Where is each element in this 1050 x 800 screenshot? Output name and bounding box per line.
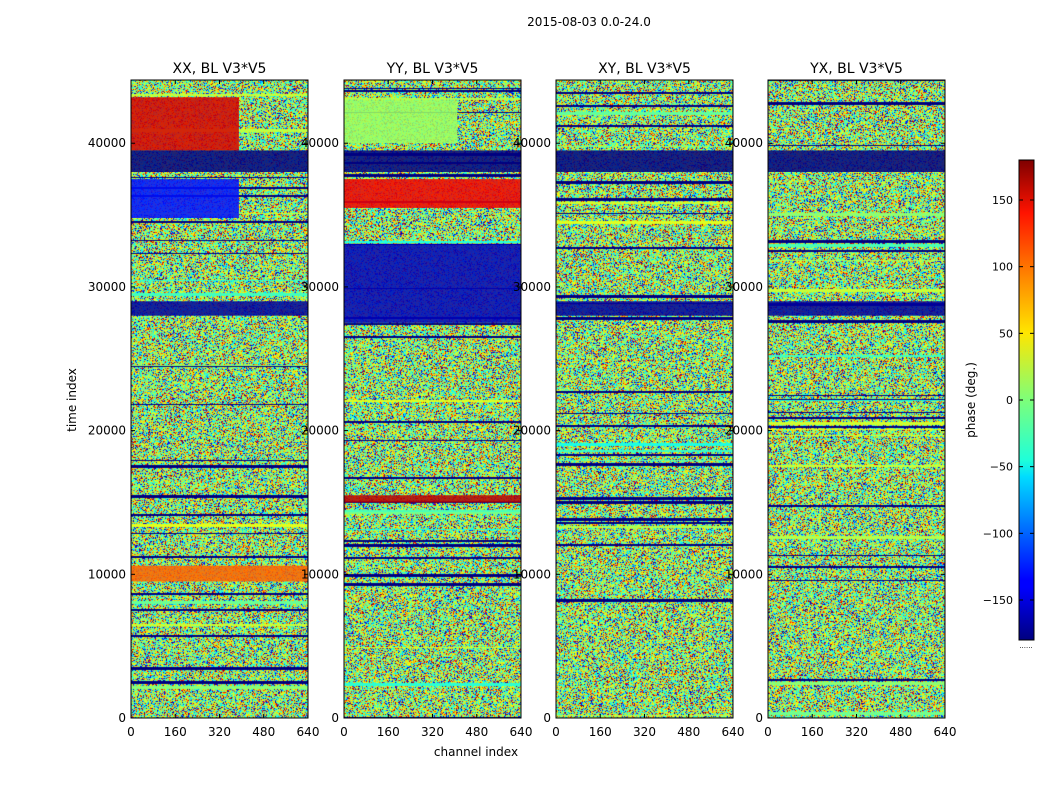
colorbar-label: phase (deg.) xyxy=(964,362,978,438)
colorbar-tick-label: 150 xyxy=(992,194,1013,207)
colorbar-footer: ...... xyxy=(1019,642,1032,650)
panel-1: XX, BL V3*V5 0 160 320 480 640 0 10000 20000 3000… xyxy=(88,61,320,739)
panel-title: XX, BL V3*V5 xyxy=(173,61,267,77)
y-tick-label: 40000 xyxy=(725,136,763,150)
x-tick-label: 640 xyxy=(510,725,533,739)
panel-4: YX, BL V3*V5 0 160 320 480 640 0 10000 20000 3000… xyxy=(725,61,957,739)
y-tick-label: 0 xyxy=(331,711,339,725)
colorbar-tick-label: 50 xyxy=(999,327,1013,340)
x-tick-label: 480 xyxy=(465,725,488,739)
phase-band xyxy=(556,301,733,316)
x-tick-label: 0 xyxy=(340,725,348,739)
x-tick-label: 0 xyxy=(552,725,560,739)
x-tick-label: 480 xyxy=(252,725,275,739)
phase-band xyxy=(131,97,239,151)
panel-3-phase-image xyxy=(556,80,733,718)
panel-title: YX, BL V3*V5 xyxy=(809,61,903,77)
colorbar-tick-label: −50 xyxy=(990,461,1013,474)
x-tick-label: 640 xyxy=(722,725,745,739)
phase-band xyxy=(131,179,239,218)
colorbar-tick-label: 100 xyxy=(992,261,1013,274)
colorbar: 150 100 50 0 −50 −100 −150 phase (deg.) ...... xyxy=(964,159,1035,650)
x-tick-label: 160 xyxy=(377,725,400,739)
x-tick-label: 0 xyxy=(127,725,135,739)
phase-band xyxy=(768,301,945,316)
y-tick-label: 30000 xyxy=(513,280,551,294)
phase-band xyxy=(768,150,945,172)
colorbar-tick-label: 0 xyxy=(1006,394,1013,407)
y-tick-label: 30000 xyxy=(725,280,763,294)
phase-band xyxy=(556,150,733,172)
x-tick-label: 160 xyxy=(801,725,824,739)
y-tick-label: 30000 xyxy=(88,280,126,294)
y-tick-label: 10000 xyxy=(725,567,763,581)
panel-2-phase-image xyxy=(344,80,521,718)
y-tick-label: 10000 xyxy=(88,567,126,581)
colorbar-ticks: 150 100 50 0 −50 −100 −150 xyxy=(983,194,1034,607)
x-tick-label: 320 xyxy=(421,725,444,739)
x-tick-label: 160 xyxy=(164,725,187,739)
x-tick-label: 0 xyxy=(764,725,772,739)
x-tick-label: 640 xyxy=(297,725,320,739)
y-tick-label: 20000 xyxy=(301,424,339,438)
y-axis-label: time index xyxy=(65,368,79,432)
panel-title: XY, BL V3*V5 xyxy=(598,61,691,77)
y-tick-label: 40000 xyxy=(88,136,126,150)
colorbar-tick-label: −100 xyxy=(983,527,1013,540)
y-tick-label: 20000 xyxy=(725,424,763,438)
x-tick-label: 640 xyxy=(934,725,957,739)
x-tick-label: 320 xyxy=(633,725,656,739)
y-tick-label: 0 xyxy=(755,711,763,725)
x-tick-label: 320 xyxy=(208,725,231,739)
x-axis-label: channel index xyxy=(434,745,518,759)
phase-band xyxy=(344,150,521,172)
panels-layer: XX, BL V3*V5 0 160 320 480 640 0 10000 20000 3000… xyxy=(88,61,957,739)
x-tick-label: 480 xyxy=(889,725,912,739)
y-tick-label: 10000 xyxy=(513,567,551,581)
y-tick-label: 0 xyxy=(543,711,551,725)
y-tick-label: 40000 xyxy=(301,136,339,150)
y-tick-label: 0 xyxy=(118,711,126,725)
x-tick-label: 480 xyxy=(677,725,700,739)
phase-band xyxy=(131,150,308,172)
panel-title: YY, BL V3*V5 xyxy=(386,61,479,77)
colorbar-tick-label: −150 xyxy=(983,594,1013,607)
y-tick-label: 30000 xyxy=(301,280,339,294)
figure-suptitle: 2015-08-03 0.0-24.0 xyxy=(527,15,651,29)
panel-2: YY, BL V3*V5 0 160 320 480 640 0 10000 20000 3000… xyxy=(301,61,533,739)
panel-3: XY, BL V3*V5 0 160 320 480 640 0 10000 20000 3000… xyxy=(513,61,745,739)
phase-band xyxy=(344,100,458,144)
phase-band xyxy=(344,243,521,323)
y-tick-label: 20000 xyxy=(88,424,126,438)
y-tick-label: 10000 xyxy=(301,567,339,581)
phase-band xyxy=(131,301,308,316)
phase-band xyxy=(344,495,521,503)
phase-band xyxy=(344,179,521,208)
panel-1-phase-image xyxy=(131,80,308,718)
phase-band xyxy=(131,565,308,582)
y-tick-label: 40000 xyxy=(513,136,551,150)
x-tick-label: 160 xyxy=(589,725,612,739)
panel-4-phase-image xyxy=(768,80,945,718)
y-tick-label: 20000 xyxy=(513,424,551,438)
x-tick-label: 320 xyxy=(845,725,868,739)
